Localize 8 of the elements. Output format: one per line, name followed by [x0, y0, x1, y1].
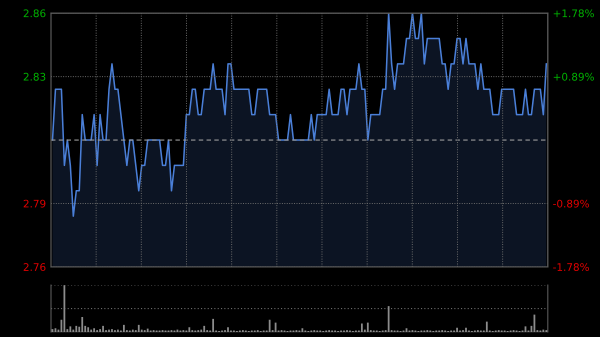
y2-tick-label: +1.78% — [554, 9, 594, 18]
y-tick-label: 2.76 — [24, 263, 46, 272]
y-tick-label: 2.79 — [24, 200, 46, 208]
y-tick-label: 2.83 — [24, 72, 46, 81]
y2-tick-label: +0.89% — [554, 72, 594, 81]
y2-tick-label: -1.78% — [553, 263, 589, 272]
y2-tick-label: -0.89% — [553, 200, 589, 208]
y-tick-label: 2.86 — [24, 9, 46, 18]
